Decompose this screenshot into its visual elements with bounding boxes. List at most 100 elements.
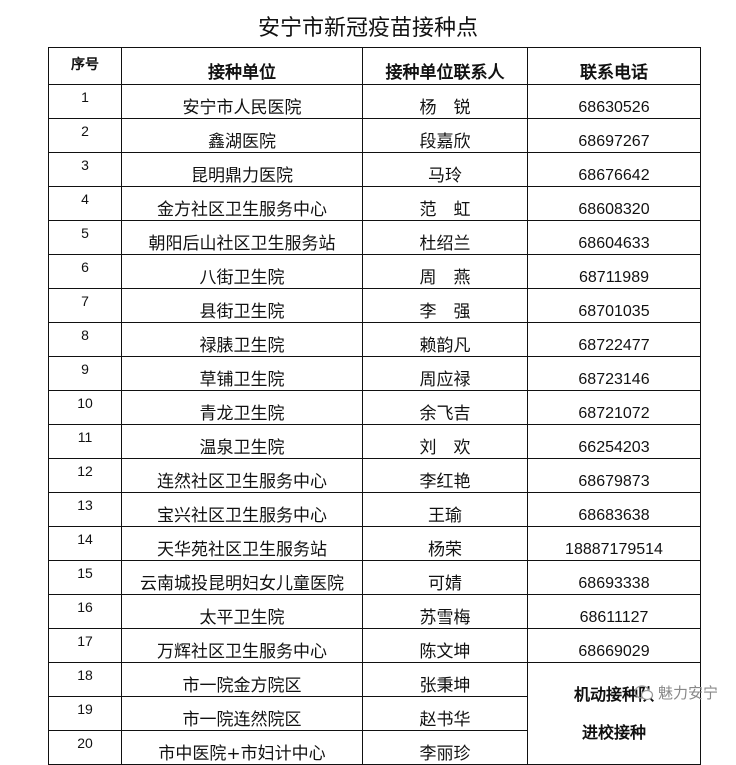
phone-cell: 68676642 [527,152,701,187]
seq-cell: 1 [48,84,122,119]
seq-cell: 5 [48,220,122,255]
phone-cell: 68721072 [527,390,701,425]
table-row: 2 鑫湖医院 段嘉欣 68697267 [48,118,701,153]
seq-cell: 4 [48,186,122,221]
contact-cell: 李 强 [362,288,528,323]
watermark-text: 魅力安宁 [657,684,718,702]
seq-cell: 16 [48,594,122,629]
contact-cell: 马玲 [362,152,528,187]
table-row: 3 昆明鼎力医院 马玲 68676642 [48,152,701,187]
table-row: 18 市一院金方院区 张秉坤机动接种队进校接种 [48,662,701,765]
contact-cell: 杨 锐 [362,84,528,119]
seq-cell: 7 [48,288,122,323]
contact-cell: 范 虹 [362,186,528,221]
org-cell: 市一院连然院区 [121,696,363,731]
org-cell: 八街卫生院 [121,254,363,289]
contact-cell: 周应禄 [362,356,528,391]
header-contact: 接种单位联系人 [362,47,528,85]
org-cell: 朝阳后山社区卫生服务站 [121,220,363,255]
phone-cell: 68679873 [527,458,701,493]
table-row: 9 草铺卫生院 周应禄 68723146 [48,356,701,391]
merged-phone-cell: 机动接种队 进校接种 [527,662,701,765]
org-cell: 鑫湖医院 [121,118,363,153]
phone-cell: 68669029 [527,628,701,663]
org-cell: 禄脿卫生院 [121,322,363,357]
table-row: 17 万辉社区卫生服务中心 陈文坤 68669029 [48,628,701,663]
page-title: 安宁市新冠疫苗接种点 [257,16,478,41]
contact-cell: 陈文坤 [362,628,528,663]
seq-cell: 20 [48,730,122,765]
contact-cell: 赵书华 [362,696,528,731]
phone-cell: 68697267 [527,118,701,153]
table-row: 11 温泉卫生院刘 欢 66254203 [48,424,701,459]
contact-cell: 赖韵凡 [362,322,528,357]
org-cell: 市中医院+市妇计中心 [121,730,363,765]
watermark: 魅力安宁 [634,682,718,703]
seq-cell: 6 [48,254,122,289]
org-cell: 县街卫生院 [121,288,363,323]
phone-cell: 68711989 [527,254,701,289]
phone-cell: 68723146 [527,356,701,391]
contact-cell: 杨荣 [362,526,528,561]
seq-cell: 19 [48,696,122,731]
seq-cell: 18 [48,662,122,697]
wechat-icon [634,684,654,700]
header-phone: 联系电话 [527,47,701,85]
org-cell: 宝兴社区卫生服务中心 [121,492,363,527]
phone-cell: 68608320 [527,186,701,221]
org-cell: 连然社区卫生服务中心 [121,458,363,493]
phone-cell: 66254203 [527,424,701,459]
table-row: 10 青龙卫生院 余飞吉 68721072 [48,390,701,425]
phone-cell: 68683638 [527,492,701,527]
table-header-row: 序号 接种单位 接种单位联系人 联系电话 [48,47,701,85]
seq-cell: 9 [48,356,122,391]
contact-cell: 张秉坤 [362,662,528,697]
phone-cell: 68693338 [527,560,701,595]
contact-cell: 刘 欢 [362,424,528,459]
contact-cell: 杜绍兰 [362,220,528,255]
contact-cell: 周 燕 [362,254,528,289]
phone-cell: 18887179514 [527,526,701,561]
org-cell: 天华苑社区卫生服务站 [121,526,363,561]
contact-cell: 王瑜 [362,492,528,527]
table-row: 15 云南城投昆明妇女儿童医院 可婧 68693338 [48,560,701,595]
org-cell: 万辉社区卫生服务中心 [121,628,363,663]
org-cell: 草铺卫生院 [121,356,363,391]
table-row: 8 禄脿卫生院 赖韵凡 68722477 [48,322,701,357]
seq-cell: 11 [48,424,122,459]
table-row: 4 金方社区卫生服务中心范 虹 68608320 [48,186,701,221]
table-row: 16 太平卫生院 苏雪梅 68611127 [48,594,701,629]
table-row: 5 朝阳后山社区卫生服务站 杜绍兰 68604633 [48,220,701,255]
phone-cell: 68611127 [527,594,701,629]
vaccination-sites-table: 序号 接种单位 接种单位联系人 联系电话 1 安宁市人民医院杨 锐 68630526… [48,47,701,765]
org-cell: 太平卫生院 [121,594,363,629]
seq-cell: 3 [48,152,122,187]
table-row: 12 连然社区卫生服务中心 李红艳 68679873 [48,458,701,493]
table-row: 14 天华苑社区卫生服务站 杨荣 18887179514 [48,526,701,561]
table-row: 6 八街卫生院周 燕 68711989 [48,254,701,289]
contact-cell: 苏雪梅 [362,594,528,629]
table-row: 1 安宁市人民医院杨 锐 68630526 [48,84,701,119]
contact-cell: 可婧 [362,560,528,595]
seq-cell: 8 [48,322,122,357]
phone-cell: 68722477 [527,322,701,357]
seq-cell: 13 [48,492,122,527]
seq-cell: 17 [48,628,122,663]
merged-phone-line: 机动接种队 [573,684,654,704]
table-row: 7 县街卫生院李 强 68701035 [48,288,701,323]
org-cell: 云南城投昆明妇女儿童医院 [121,560,363,595]
org-cell: 青龙卫生院 [121,390,363,425]
seq-cell: 14 [48,526,122,561]
org-cell: 金方社区卫生服务中心 [121,186,363,221]
header-org: 接种单位 [121,47,363,85]
contact-cell: 李红艳 [362,458,528,493]
seq-cell: 12 [48,458,122,493]
phone-cell: 68630526 [527,84,701,119]
phone-cell: 68604633 [527,220,701,255]
merged-phone-line: 进校接种 [581,722,646,742]
contact-cell: 余飞吉 [362,390,528,425]
org-cell: 市一院金方院区 [121,662,363,697]
org-cell: 温泉卫生院 [121,424,363,459]
seq-cell: 15 [48,560,122,595]
header-seq: 序号 [48,47,122,85]
